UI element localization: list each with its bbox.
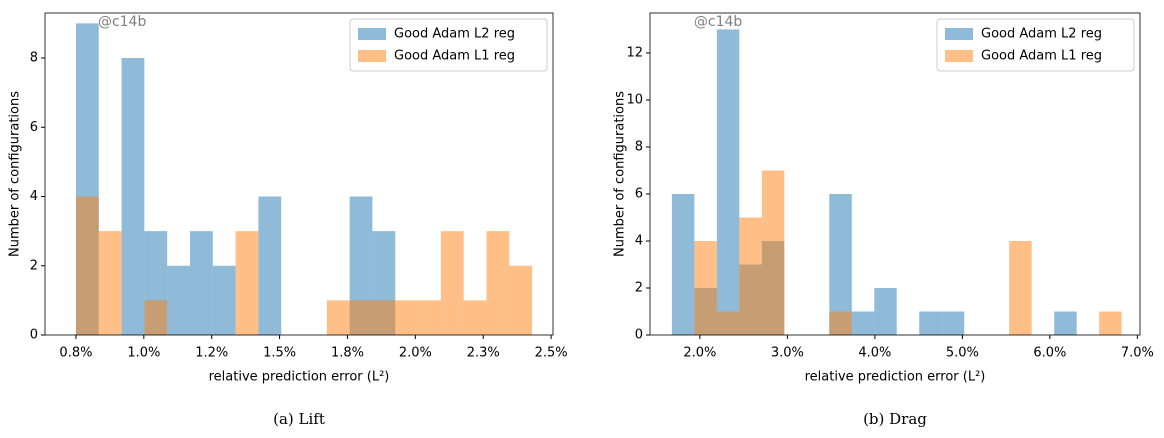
- bar: [418, 300, 441, 335]
- bar: [121, 58, 145, 336]
- x-tick-label: 1.2%: [195, 346, 228, 361]
- x-axis-label: relative prediction error (L²): [209, 370, 390, 385]
- y-tick-label: 2: [635, 280, 643, 295]
- bar: [1009, 240, 1032, 335]
- bar: [739, 217, 762, 335]
- legend-swatch: [945, 28, 973, 40]
- bar: [851, 311, 875, 335]
- x-tick-label: 1.5%: [263, 346, 296, 361]
- bar: [144, 300, 168, 335]
- bar: [395, 300, 419, 335]
- x-tick-label: 2.5%: [535, 346, 568, 361]
- bar: [829, 193, 852, 335]
- bar: [694, 240, 717, 335]
- x-tick-label: 4.0%: [858, 346, 891, 361]
- legend-label: Good Adam L1 reg: [394, 49, 515, 64]
- x-tick-label: 3.0%: [771, 346, 804, 361]
- x-tick-label: 2.0%: [399, 346, 432, 361]
- bar: [235, 231, 259, 335]
- x-tick-label: 5.0%: [946, 346, 979, 361]
- bar: [509, 265, 533, 335]
- y-tick-label: 8: [635, 139, 643, 154]
- y-tick-label: 12: [626, 45, 643, 60]
- x-tick-label: 2.0%: [683, 346, 716, 361]
- x-tick-label: 2.3%: [467, 346, 500, 361]
- bar: [167, 265, 190, 335]
- bar: [941, 311, 965, 335]
- legend-box: [349, 18, 548, 72]
- plot-frame: [44, 12, 554, 336]
- bar: [874, 287, 897, 335]
- bar: [829, 311, 852, 335]
- bar: [258, 196, 282, 335]
- bar: [716, 29, 740, 336]
- legend-swatch: [945, 50, 973, 62]
- y-tick-label: 2: [30, 258, 38, 273]
- y-axis-label: Number of configurations: [613, 91, 628, 257]
- bar: [440, 231, 464, 335]
- x-tick-label: 1.0%: [127, 346, 160, 361]
- x-tick-label: 0.8%: [59, 346, 92, 361]
- bar: [212, 265, 236, 335]
- y-axis-label: Number of configurations: [8, 91, 23, 257]
- bar: [1054, 311, 1077, 335]
- watermark: @c14b: [694, 14, 743, 30]
- y-tick-label: 4: [30, 189, 38, 204]
- x-tick-label: 6.0%: [1033, 346, 1066, 361]
- y-tick-label: 6: [30, 120, 38, 135]
- bar: [1099, 311, 1122, 335]
- watermark: @c14b: [98, 14, 147, 30]
- bar: [75, 196, 99, 335]
- bar: [761, 170, 785, 335]
- y-tick-label: 4: [635, 233, 643, 248]
- bar: [671, 193, 695, 335]
- bar: [349, 300, 373, 335]
- y-tick-label: 10: [626, 92, 643, 107]
- bar: [463, 300, 487, 335]
- legend-box: [936, 18, 1135, 72]
- bar: [716, 311, 740, 335]
- bar: [486, 231, 510, 335]
- caption: (b) Drag: [863, 410, 927, 428]
- y-tick-label: 8: [30, 51, 38, 66]
- x-tick-label: 7.0%: [1121, 346, 1154, 361]
- legend-label: Good Adam L1 reg: [981, 49, 1102, 64]
- bar: [919, 311, 942, 335]
- legend-swatch: [358, 50, 386, 62]
- legend-label: Good Adam L2 reg: [394, 27, 515, 42]
- legend-swatch: [358, 28, 386, 40]
- x-axis-label: relative prediction error (L²): [805, 370, 986, 385]
- y-tick-label: 6: [635, 186, 643, 201]
- legend-label: Good Adam L2 reg: [981, 27, 1102, 42]
- bar: [98, 231, 122, 335]
- y-tick-label: 0: [30, 328, 38, 343]
- y-tick-label: 0: [635, 328, 643, 343]
- plot-frame: [649, 12, 1141, 336]
- bar: [326, 300, 350, 335]
- x-tick-label: 1.8%: [331, 346, 364, 361]
- bar: [372, 300, 396, 335]
- caption: (a) Lift: [273, 410, 325, 428]
- bar: [189, 231, 213, 335]
